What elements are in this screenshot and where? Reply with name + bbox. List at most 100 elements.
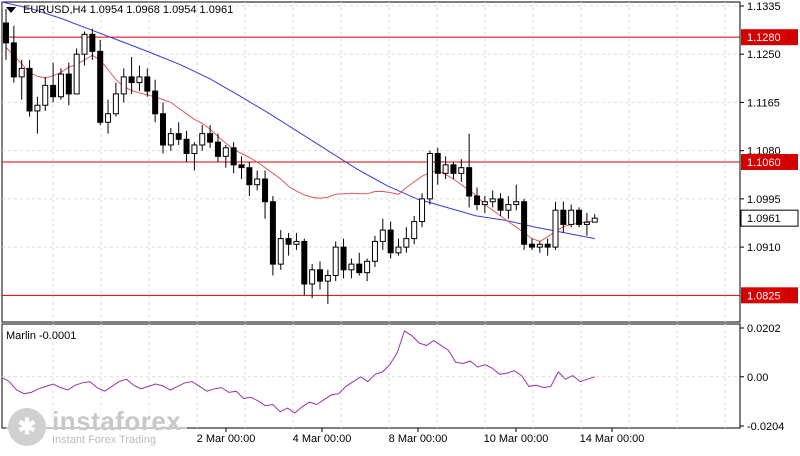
level-price-label: 1.1060 <box>747 157 781 169</box>
level-price-label: 1.1280 <box>747 32 781 44</box>
candle-body-bull <box>254 178 261 186</box>
candle-body-bear <box>576 209 583 225</box>
candle-body-bull <box>536 243 543 248</box>
candle-body-bear <box>317 269 323 282</box>
candle-body-bear <box>262 178 269 203</box>
candle-body-bear <box>10 42 17 78</box>
candle-body-bear <box>238 164 245 169</box>
candle-body-bull <box>120 76 127 95</box>
candle-body-bull <box>426 152 433 200</box>
candle-body-bear <box>97 50 104 123</box>
candle-body-bear <box>214 141 221 157</box>
ma-fast-series <box>5 47 595 242</box>
instaforex-logo: ✱ instaforex Instant Forex Trading <box>6 406 188 448</box>
candle-body-bull <box>293 240 300 245</box>
candle-body-bull <box>364 260 371 274</box>
candle-body-bull <box>568 209 575 225</box>
candle-body-bear <box>387 229 394 254</box>
candle-body-bear <box>183 138 190 154</box>
y-tick-label: 1.0910 <box>747 242 781 254</box>
candle-body-bull <box>18 67 25 78</box>
oscillator-label: Marlin -0.0001 <box>6 330 77 342</box>
candle-body-bull <box>81 33 88 55</box>
x-tick-label: 8 Mar 00:00 <box>389 433 448 445</box>
level-price-tag <box>741 29 798 46</box>
low-price: 1.0954 <box>162 4 197 16</box>
candle-body-bear <box>207 133 214 143</box>
candle-body-bull <box>419 198 426 223</box>
candle-body-bull <box>552 209 559 248</box>
level-price-tag <box>741 154 798 170</box>
candle-body-bear <box>26 67 33 112</box>
candle-body-bull <box>34 104 41 112</box>
candle-body-bull <box>42 84 49 106</box>
candle-body-bull <box>324 274 331 282</box>
candle-body-bull <box>481 201 488 206</box>
x-tick-label: 4 Mar 00:00 <box>293 433 352 445</box>
symbol-timeframe: EURUSD,H4 <box>23 4 87 16</box>
candle-body-bear <box>246 167 253 186</box>
level-price-tag <box>741 287 798 304</box>
logo-brand-text: instaforex <box>52 406 182 436</box>
candle-body-bear <box>450 164 457 174</box>
x-tick-label: 2 Mar 00:00 <box>197 433 256 445</box>
osc-tick-label: -0.0204 <box>747 421 784 433</box>
high-price: 1.0968 <box>126 4 160 16</box>
candle-body-bear <box>544 243 551 248</box>
oscillator-series <box>1 330 595 414</box>
candle-body-bear <box>89 33 96 52</box>
candle-body-bull <box>73 53 80 95</box>
candle-body-bull <box>199 133 206 146</box>
candle-body-bear <box>128 76 135 84</box>
candle-body-bull <box>191 144 198 154</box>
candle-body-bull <box>348 263 355 271</box>
candle-body-bull <box>505 204 512 211</box>
candle-body-bull <box>105 113 112 123</box>
candle-body-bear <box>528 243 535 248</box>
y-tick-label: 1.1335 <box>747 1 781 13</box>
candle-body-bear <box>269 201 276 265</box>
candle-body-bear <box>160 113 166 146</box>
y-tick-label: 1.1250 <box>747 49 781 61</box>
candle-body-bear <box>144 76 151 92</box>
candle-body-bear <box>466 167 473 197</box>
candle-body-bear <box>356 263 363 274</box>
x-tick-label: 14 Mar 00:00 <box>580 433 645 445</box>
candle-body-bull <box>277 238 284 265</box>
current-price-label: 1.0961 <box>747 213 781 225</box>
close-price: 1.0961 <box>199 4 234 16</box>
candle-body-bear <box>3 22 9 44</box>
x-tick-label: 10 Mar 00:00 <box>484 433 549 445</box>
candle-body-bull <box>458 167 465 174</box>
candle-body-bull <box>167 133 174 146</box>
candle-body-bear <box>65 73 72 95</box>
candle-body-bear <box>50 84 57 98</box>
candle-body-bear <box>497 198 504 211</box>
dropdown-triangle-icon[interactable] <box>6 7 16 13</box>
candle-body-bull <box>332 246 339 276</box>
open-price: 1.0954 <box>89 4 124 16</box>
candle-body-bull <box>513 201 520 206</box>
logo-tagline: Instant Forex Trading <box>52 434 156 446</box>
candle-body-bull <box>309 269 316 285</box>
candle-body-bull <box>57 73 64 98</box>
candle-body-bull <box>411 221 418 240</box>
y-tick-label: 1.1165 <box>747 97 780 109</box>
candle-body-bear <box>175 133 182 140</box>
osc-tick-label: 0.00 <box>747 372 768 384</box>
candle-body-bear <box>340 246 347 271</box>
candle-body-bull <box>442 164 449 174</box>
level-price-label: 1.0825 <box>747 290 781 302</box>
candle-body-bear <box>152 90 159 115</box>
candle-body-bull <box>136 76 143 84</box>
candle-body-bear <box>474 195 480 206</box>
candle-body-bear <box>434 152 441 174</box>
candle-body-bear <box>285 238 292 245</box>
logo-mark-icon: ✱ <box>8 408 46 446</box>
candle-body-bull <box>371 240 378 262</box>
candle-body-bear <box>521 201 528 245</box>
candle-body-bull <box>222 147 229 157</box>
candle-body-bear <box>560 209 567 225</box>
